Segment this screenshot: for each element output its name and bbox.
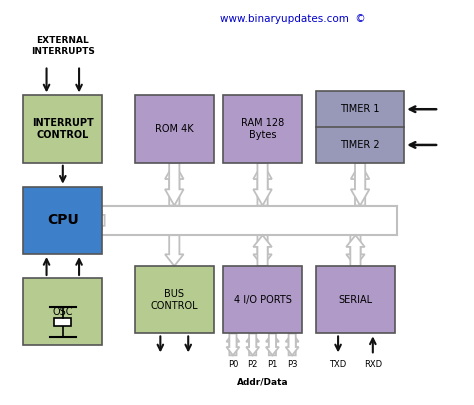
Polygon shape: [246, 333, 259, 355]
Text: www.binaryupdates.com  ©: www.binaryupdates.com ©: [220, 14, 365, 24]
Polygon shape: [266, 333, 279, 355]
Text: BUS
CONTROL: BUS CONTROL: [150, 289, 198, 311]
Text: SERIAL: SERIAL: [338, 295, 373, 305]
Polygon shape: [101, 211, 105, 230]
Text: RAM 128
Bytes: RAM 128 Bytes: [241, 118, 284, 140]
Polygon shape: [165, 235, 183, 266]
Text: P0: P0: [228, 360, 238, 369]
Polygon shape: [246, 333, 259, 355]
Polygon shape: [351, 163, 369, 205]
Text: TIMER 2: TIMER 2: [340, 140, 380, 150]
Text: TIMER 1: TIMER 1: [340, 104, 380, 114]
Text: P3: P3: [287, 360, 297, 369]
FancyBboxPatch shape: [223, 266, 302, 333]
Polygon shape: [227, 333, 239, 355]
Text: CPU: CPU: [47, 213, 79, 227]
Polygon shape: [253, 163, 272, 205]
Polygon shape: [165, 163, 183, 205]
Text: Addr/Data: Addr/Data: [237, 377, 288, 386]
Text: OSC: OSC: [53, 307, 73, 317]
FancyBboxPatch shape: [135, 266, 214, 333]
Polygon shape: [227, 333, 239, 355]
Polygon shape: [266, 333, 279, 355]
FancyBboxPatch shape: [135, 95, 214, 163]
Polygon shape: [253, 163, 272, 205]
FancyBboxPatch shape: [316, 92, 404, 163]
Polygon shape: [165, 163, 183, 205]
FancyBboxPatch shape: [223, 95, 302, 163]
Text: 4 I/O PORTS: 4 I/O PORTS: [234, 295, 292, 305]
Text: EXTERNAL
INTERRUPTS: EXTERNAL INTERRUPTS: [31, 36, 95, 55]
Text: P2: P2: [247, 360, 258, 369]
Text: P1: P1: [267, 360, 278, 369]
FancyBboxPatch shape: [23, 278, 102, 345]
Text: TXD: TXD: [329, 360, 346, 369]
Polygon shape: [346, 235, 365, 266]
Polygon shape: [346, 235, 365, 266]
Text: INTERRUPT
CONTROL: INTERRUPT CONTROL: [32, 118, 94, 140]
Polygon shape: [286, 333, 299, 355]
Bar: [55, 318, 71, 326]
Text: RXD: RXD: [364, 360, 382, 369]
Polygon shape: [253, 235, 272, 266]
Polygon shape: [286, 333, 299, 355]
FancyBboxPatch shape: [316, 266, 395, 333]
Polygon shape: [351, 163, 369, 205]
Polygon shape: [253, 235, 272, 266]
FancyBboxPatch shape: [23, 187, 102, 254]
FancyBboxPatch shape: [23, 95, 102, 163]
Text: ROM 4K: ROM 4K: [155, 124, 193, 134]
